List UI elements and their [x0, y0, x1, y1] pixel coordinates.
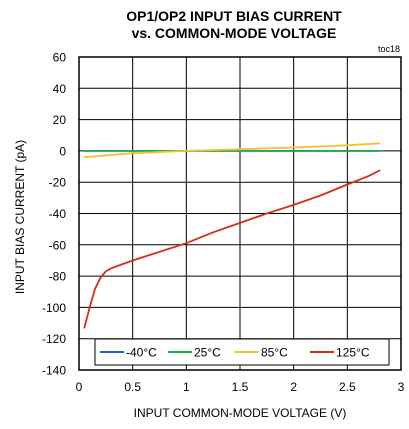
chart-title-line1: OP1/OP2 INPUT BIAS CURRENT: [126, 8, 342, 24]
y-tick-label: -40: [49, 207, 67, 221]
x-tick-label: 2: [290, 380, 297, 394]
y-tick-label: -140: [42, 364, 66, 378]
x-tick-label: 3: [398, 380, 405, 394]
legend-label: 25°C: [194, 346, 221, 360]
legend-label: -40°C: [126, 346, 157, 360]
x-tick-label: 2.5: [339, 380, 356, 394]
tick-layer: 0 0.5 1 1.5 2 2.5 3 60 40 20 0 -20 -40 -60 -80 -100 -120…: [42, 51, 405, 395]
grid-layer: [79, 57, 401, 370]
x-tick-label: 1: [183, 380, 190, 394]
series-layer: [83, 142, 381, 329]
y-tick-label: -60: [49, 238, 67, 252]
legend-label: 125°C: [336, 346, 370, 360]
x-tick-label: 1.5: [232, 380, 249, 394]
y-tick-label: 60: [53, 51, 67, 65]
y-axis-label: INPUT BIAS CURRENT (pA): [13, 140, 27, 294]
legend-label: 85°C: [261, 346, 288, 360]
y-tick-label: -80: [49, 270, 67, 284]
legend: -40°C 25°C 85°C 125°C: [94, 338, 390, 366]
y-tick-label: -20: [49, 176, 67, 190]
y-tick-label: 20: [53, 113, 67, 127]
y-tick-label: -120: [42, 332, 66, 346]
x-axis-label: INPUT COMMON-MODE VOLTAGE (V): [134, 406, 347, 420]
series-line-125c: [83, 169, 381, 329]
plot-frame: [78, 56, 402, 371]
series-line-85c: [83, 142, 381, 159]
chart-title-line2: vs. COMMON-MODE VOLTAGE: [132, 25, 337, 41]
x-tick-label: 0.5: [124, 380, 141, 394]
x-tick-label: 0: [76, 380, 83, 394]
y-tick-label: 40: [53, 82, 67, 96]
chart-tag: toc18: [378, 44, 400, 54]
y-tick-label: 0: [59, 144, 66, 158]
y-tick-label: -100: [42, 301, 66, 315]
